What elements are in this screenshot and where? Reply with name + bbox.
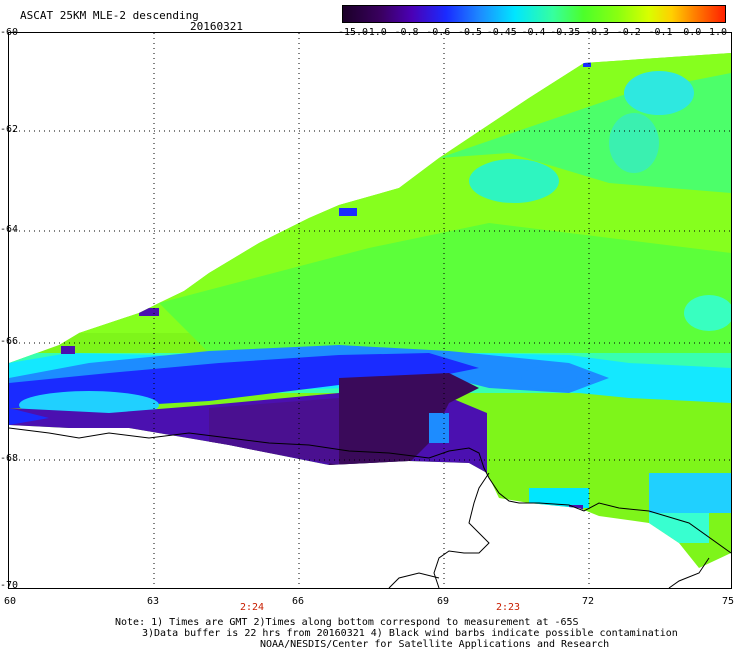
color-scale-label: -0.4 [521, 27, 546, 38]
lon-label-72: 72 [581, 596, 595, 607]
antarctic-coastline [9, 427, 731, 588]
color-scale-label: -0.1 [648, 27, 673, 38]
lat-label-66: -66 [0, 336, 19, 347]
lon-label-69: 69 [436, 596, 450, 607]
color-scale-label: -0.3 [584, 27, 610, 38]
color-scale-label: 1.0 [708, 27, 728, 38]
color-scale-label: 0.0 [683, 27, 702, 38]
color-scale-label: -0.45 [486, 27, 517, 38]
lon-label-63: 63 [146, 596, 160, 607]
lat-label-60: -60 [0, 27, 19, 38]
lat-label-62: -62 [0, 124, 19, 135]
footnote-line-2: 3)Data buffer is 22 hrs from 20160321 4)… [142, 628, 678, 639]
color-scale-label: -15.0 [337, 27, 369, 38]
lon-label-60: 60 [3, 596, 17, 607]
lat-lon-grid [9, 33, 731, 588]
color-scale-label: -0.2 [616, 27, 641, 38]
wind-data-swath [9, 53, 731, 568]
color-scale-label: -0.5 [457, 27, 483, 38]
lon-label-75: 75 [721, 596, 735, 607]
footnote-line-1: Note: 1) Times are GMT 2)Times along bot… [115, 617, 579, 628]
lat-label-68: -68 [0, 453, 19, 464]
color-scale-label: -0.6 [426, 27, 451, 38]
lat-label-64: -64 [0, 224, 19, 235]
lat-label-70: -70 [0, 580, 19, 591]
lon-label-66: 66 [291, 596, 305, 607]
figure-title: ASCAT 25KM MLE-2 descending [20, 9, 199, 22]
color-scale-label: -0.35 [550, 27, 581, 38]
color-scale-bar [342, 5, 726, 23]
pass-time-label-1: 2:24 [239, 602, 265, 613]
color-scale-label: -0.8 [394, 27, 419, 38]
pass-time-label-2: 2:23 [495, 602, 521, 613]
figure-date: 20160321 [190, 20, 243, 33]
color-scale-label: -1.0 [362, 27, 387, 38]
scatterometer-map [9, 33, 731, 588]
footnote-line-3: NOAA/NESDIS/Center for Satellite Applica… [260, 639, 610, 650]
map-plot-area [8, 32, 732, 589]
